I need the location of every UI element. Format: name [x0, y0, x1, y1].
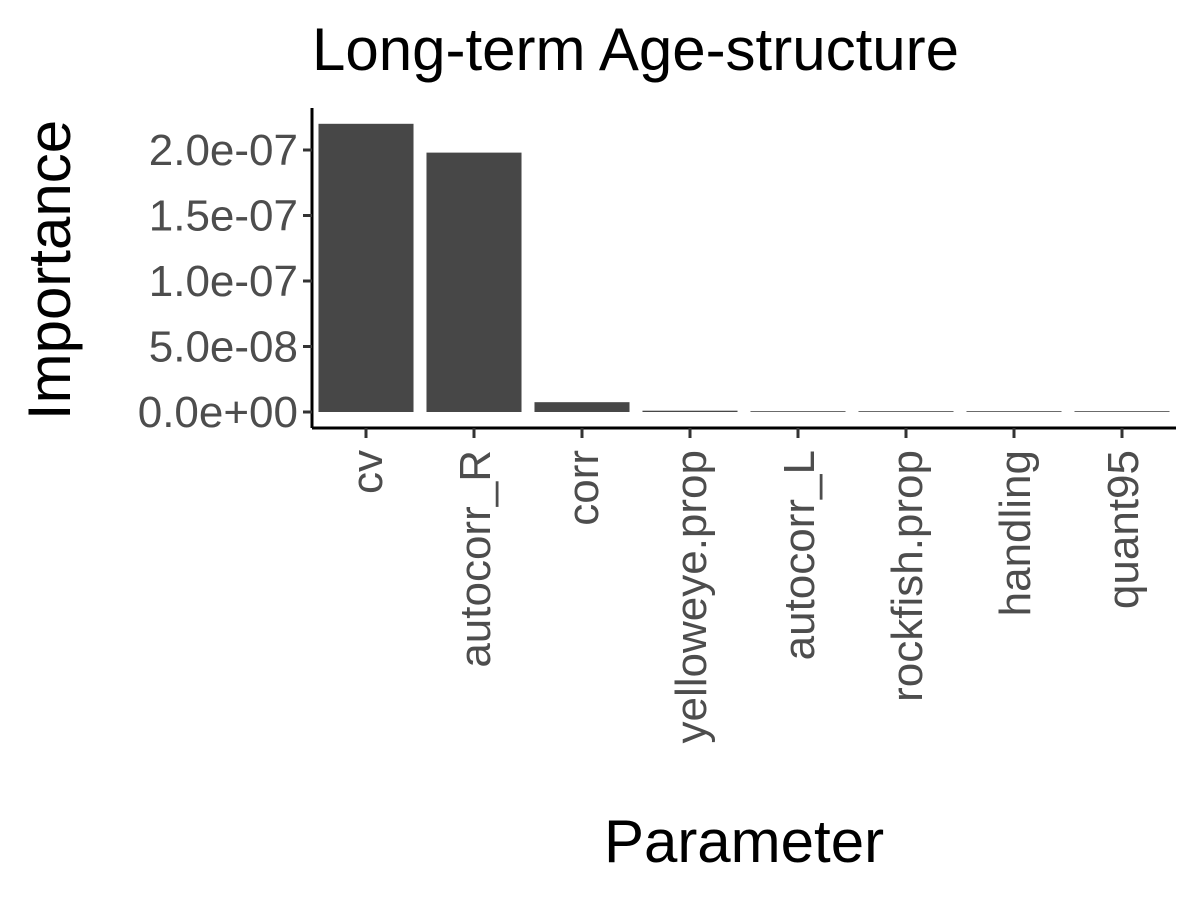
x-tick-label-autocorr_L: autocorr_L	[775, 450, 824, 660]
x-axis: cv autocorr_R corr yelloweye.prop autocorr_L…	[312, 426, 1176, 744]
bar-autocorr_L	[750, 411, 846, 412]
bar-corr	[534, 402, 630, 412]
y-axis: 0.0e+00 5.0e-08 1.0e-07 1.5e-07 2.0e-07	[138, 108, 314, 437]
x-tick-label-corr: corr	[559, 450, 608, 526]
y-tick-label: 0.0e+00	[138, 388, 298, 437]
bar-cv	[318, 123, 414, 413]
x-tick-label-autocorr_R: autocorr_R	[451, 450, 500, 668]
bar-autocorr_R	[426, 152, 522, 412]
y-tick-label: 1.5e-07	[149, 192, 298, 241]
x-tick-label-cv: cv	[343, 450, 392, 494]
y-tick-label: 5.0e-08	[149, 323, 298, 372]
x-tick-label-quant95: quant95	[1099, 450, 1148, 609]
chart-title: Long-term Age-structure	[312, 16, 959, 83]
bar-quant95	[1074, 411, 1170, 412]
bars-group	[318, 123, 1170, 413]
bar-rockfish.prop	[858, 411, 954, 412]
x-axis-title: Parameter	[604, 808, 884, 875]
y-axis-title: Importance	[16, 120, 83, 420]
x-tick-label-yelloweye.prop: yelloweye.prop	[667, 450, 716, 744]
x-tick-label-rockfish.prop: rockfish.prop	[883, 450, 932, 702]
y-tick-label: 1.0e-07	[149, 257, 298, 306]
x-tick-label-handling: handling	[991, 450, 1040, 616]
y-tick-label: 2.0e-07	[149, 126, 298, 175]
bar-yelloweye.prop	[642, 410, 738, 412]
bar-handling	[966, 411, 1062, 412]
